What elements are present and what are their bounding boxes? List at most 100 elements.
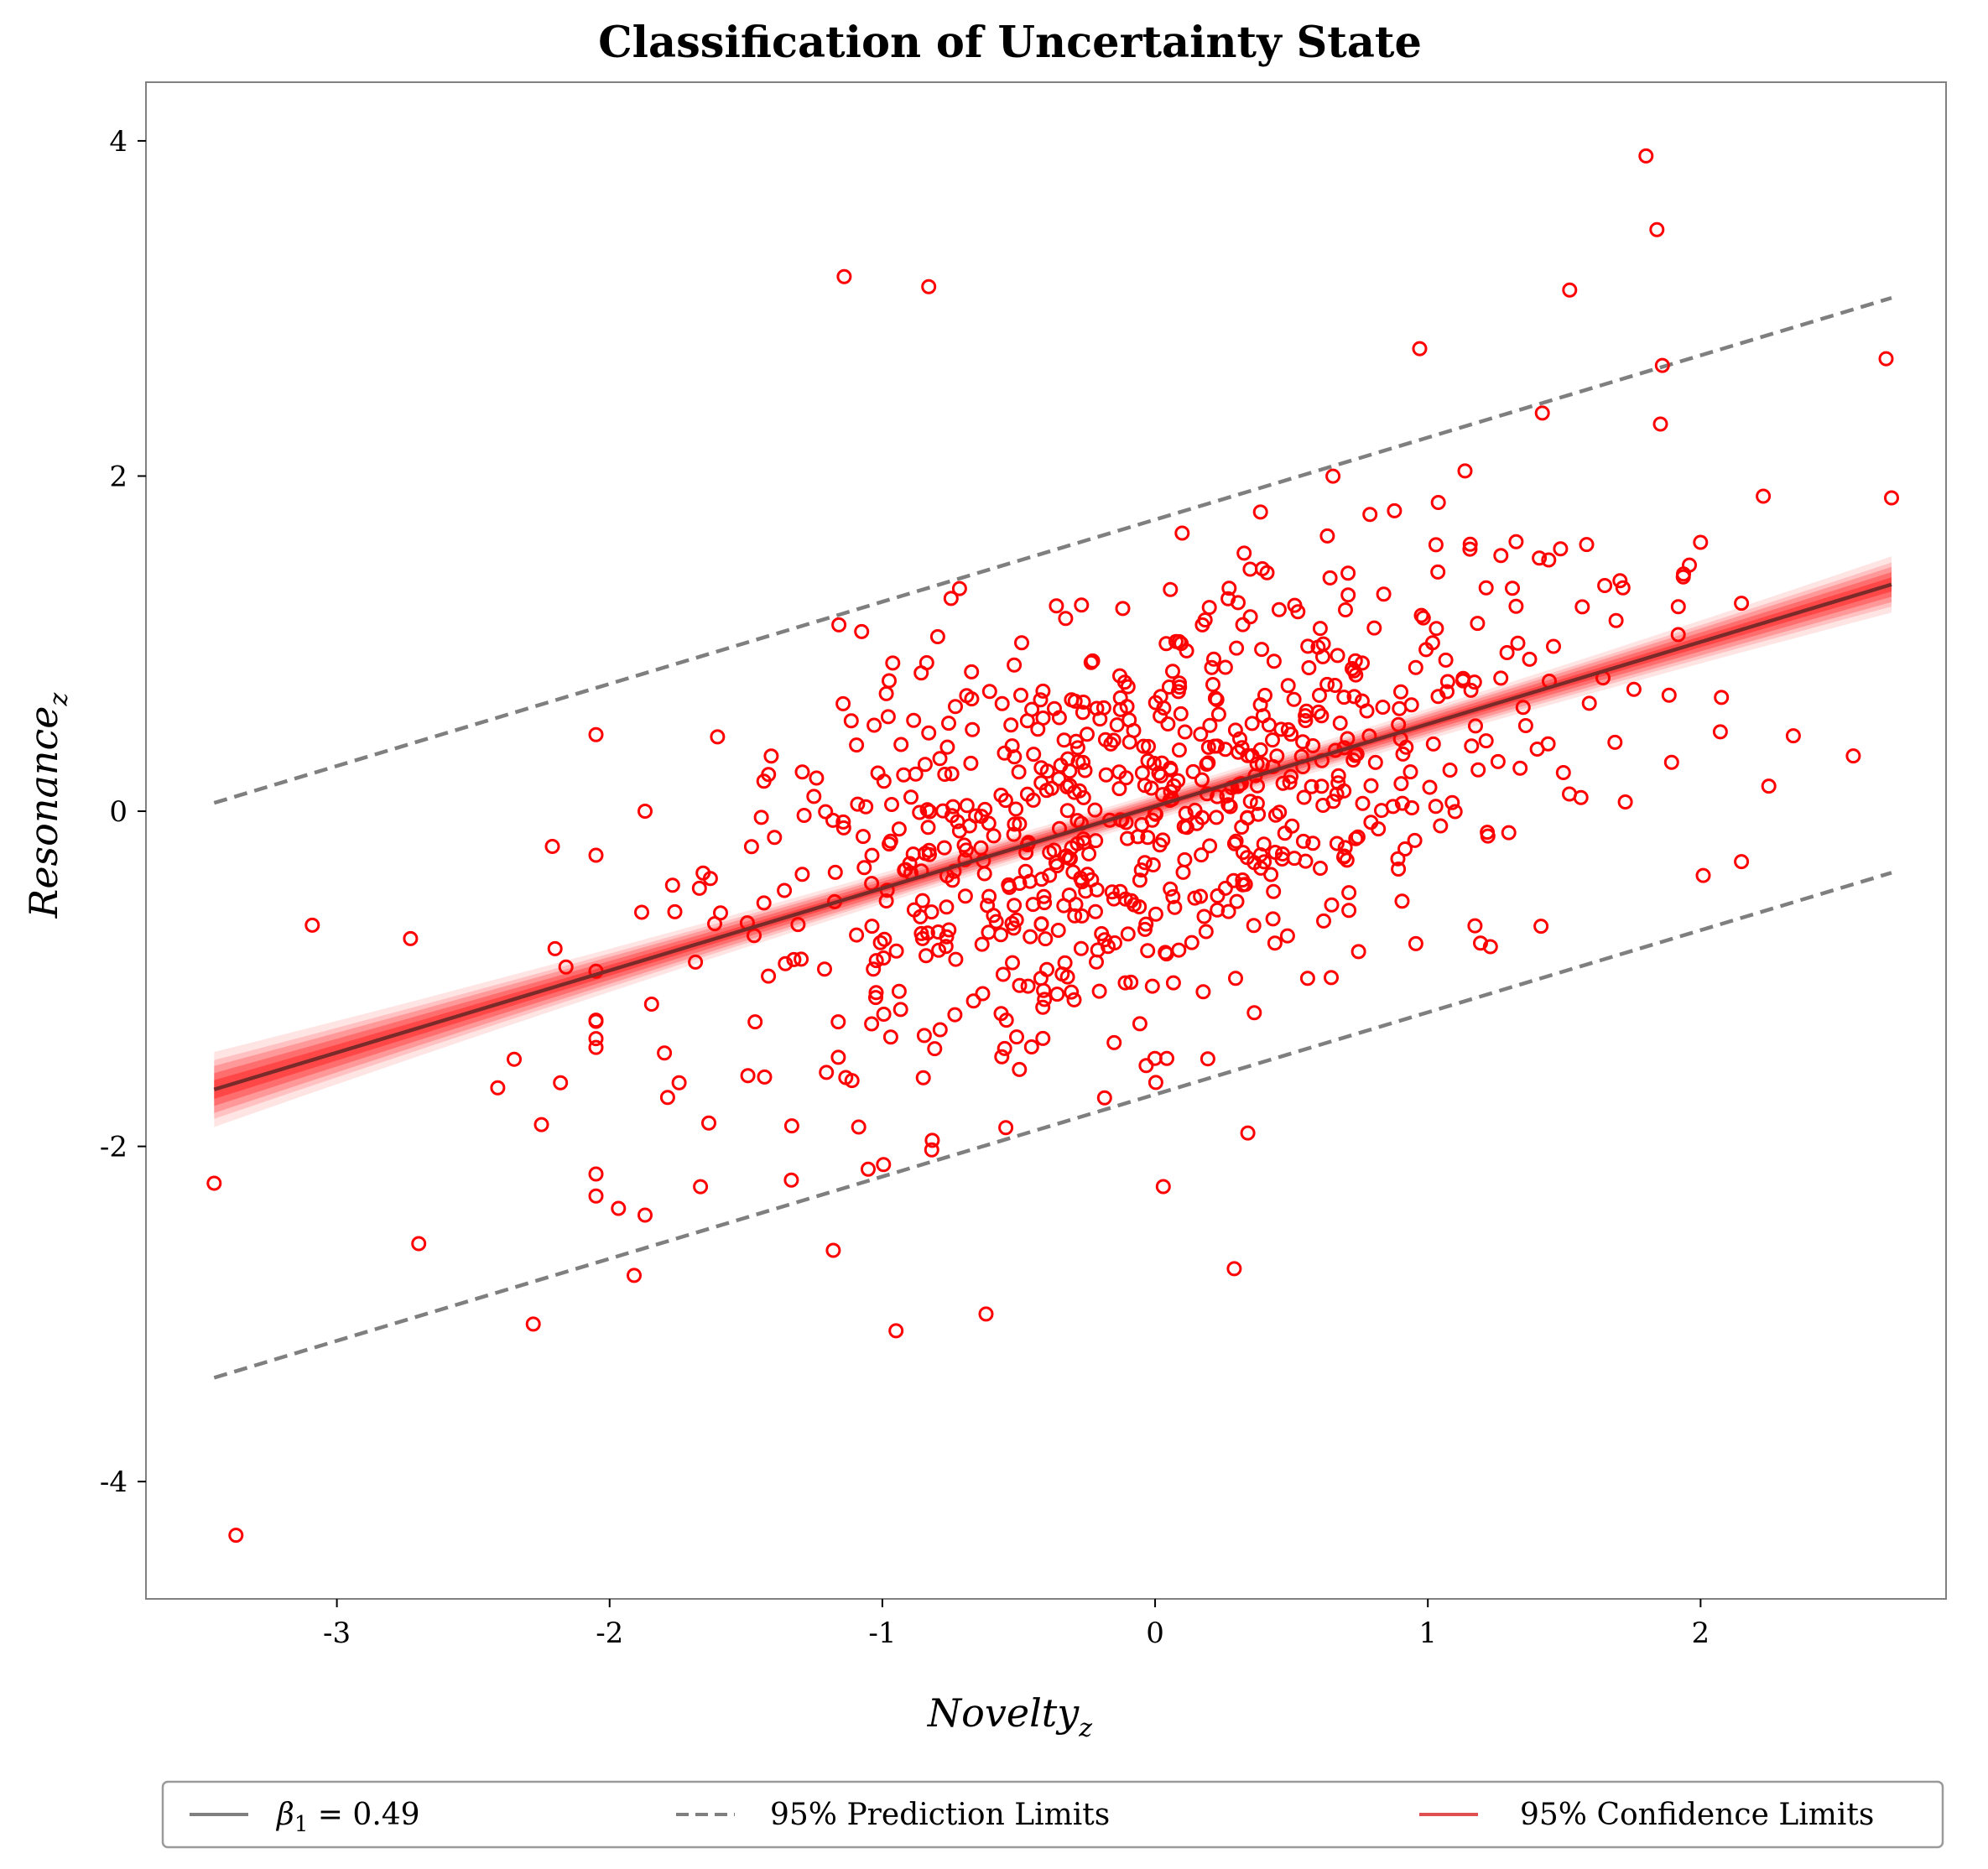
data-point — [1003, 717, 1019, 733]
data-point — [638, 1207, 653, 1223]
y-tick-label: -4 — [100, 1466, 128, 1499]
data-point — [790, 917, 806, 933]
data-point — [1761, 778, 1777, 794]
data-point — [1242, 794, 1258, 810]
data-point — [948, 699, 963, 715]
data-point — [876, 950, 892, 966]
data-point — [1534, 405, 1550, 421]
data-point — [1184, 934, 1200, 950]
data-point — [794, 764, 810, 780]
data-point — [882, 1029, 898, 1045]
data-point — [1574, 599, 1590, 615]
data-point — [1042, 867, 1058, 883]
data-point — [1209, 692, 1225, 707]
data-point — [1304, 778, 1319, 794]
data-point — [1649, 221, 1665, 237]
data-point — [1607, 734, 1623, 750]
data-point — [916, 1028, 932, 1044]
data-point — [627, 1268, 642, 1283]
data-point — [870, 765, 886, 781]
data-point — [1462, 541, 1478, 557]
data-point — [1014, 635, 1029, 651]
data-point — [861, 1161, 876, 1177]
data-point — [1198, 924, 1214, 940]
data-point — [964, 664, 980, 679]
data-point — [756, 895, 772, 911]
data-point — [1020, 978, 1036, 994]
data-point — [783, 1118, 799, 1134]
data-point — [864, 919, 880, 934]
data-point — [1395, 746, 1411, 762]
data-point — [1035, 999, 1051, 1015]
data-point — [1300, 638, 1316, 654]
data-point — [1236, 545, 1252, 561]
data-point — [757, 1069, 773, 1085]
data-point — [1654, 357, 1670, 373]
data-point — [1254, 561, 1270, 576]
data-point — [994, 1049, 1010, 1065]
data-point — [1433, 818, 1449, 834]
data-point — [544, 839, 560, 854]
data-point — [1312, 621, 1328, 637]
data-point — [1324, 897, 1340, 913]
data-point — [912, 804, 928, 820]
data-point — [1083, 654, 1099, 670]
data-point — [691, 880, 707, 896]
data-point — [1319, 676, 1335, 692]
data-point — [304, 917, 320, 933]
data-point — [1141, 738, 1156, 754]
data-point — [885, 655, 901, 671]
data-point — [1272, 804, 1288, 820]
data-point — [964, 691, 980, 707]
data-point — [1394, 795, 1410, 811]
data-point — [1033, 916, 1049, 932]
data-point — [1612, 573, 1628, 589]
data-point — [1035, 683, 1051, 699]
data-point — [1734, 854, 1750, 870]
data-point — [1387, 502, 1403, 518]
data-point — [1638, 148, 1654, 164]
data-point — [866, 717, 882, 733]
data-point — [1109, 717, 1125, 733]
data-point — [1120, 926, 1136, 942]
data-point — [1490, 753, 1506, 769]
data-point — [1074, 597, 1090, 613]
data-point — [1350, 829, 1366, 845]
data-point — [1074, 908, 1090, 924]
data-point — [1137, 778, 1153, 794]
data-point — [778, 955, 794, 971]
data-point — [1006, 826, 1022, 842]
data-point — [1133, 862, 1149, 878]
data-point — [1033, 692, 1049, 708]
data-point — [1267, 807, 1283, 823]
data-point — [1140, 830, 1156, 846]
data-point — [1324, 970, 1339, 986]
data-point — [1089, 700, 1105, 716]
data-point — [1235, 877, 1251, 893]
data-point — [1140, 752, 1156, 768]
data-point — [921, 279, 937, 294]
data-point — [1202, 838, 1218, 854]
data-point — [1397, 841, 1413, 856]
data-point — [1221, 580, 1237, 596]
y-tick-label: 0 — [109, 795, 128, 829]
data-point — [1249, 795, 1265, 811]
data-point — [1210, 706, 1226, 722]
data-point — [978, 1306, 994, 1322]
data-point — [1159, 1050, 1174, 1066]
data-point — [1338, 602, 1353, 617]
data-point — [858, 799, 874, 815]
data-point — [1220, 797, 1236, 813]
data-point — [843, 713, 859, 729]
data-point — [1298, 708, 1314, 724]
legend-beta-value: = 0.49 — [308, 1798, 419, 1832]
data-point — [1265, 911, 1281, 927]
data-point — [1163, 881, 1179, 897]
data-point — [1200, 1051, 1215, 1067]
data-point — [931, 942, 947, 958]
data-point — [974, 936, 990, 952]
data-point — [819, 1065, 835, 1080]
data-point — [1283, 726, 1299, 742]
data-point — [868, 985, 884, 1001]
data-point — [914, 930, 930, 946]
